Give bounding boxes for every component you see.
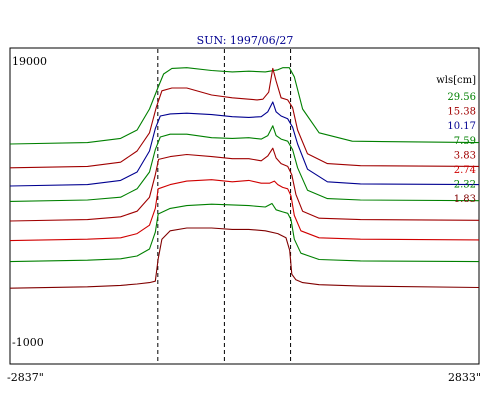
legend-item-10.17: 10.17 xyxy=(447,121,476,132)
series-line-1.83 xyxy=(9,227,480,289)
series-line-29.56 xyxy=(9,67,480,145)
series-line-15.38 xyxy=(9,67,480,169)
series-layer xyxy=(9,67,480,289)
vertical-markers xyxy=(157,49,292,363)
legend-item-2.74: 2.74 xyxy=(454,165,476,176)
x-tick-label-left: -2837" xyxy=(7,371,44,384)
legend: wls[cm] 29.56 15.38 10.17 7.59 3.83 2.74 2.32 1… xyxy=(436,75,476,205)
legend-items: 29.56 15.38 10.17 7.59 3.83 2.74 2.32 1.83 xyxy=(447,92,476,205)
y-tick-label-top: 19000 xyxy=(12,55,47,68)
x-tick-label-right: 2833" xyxy=(448,371,481,384)
legend-item-3.83: 3.83 xyxy=(454,150,476,161)
legend-title: wls[cm] xyxy=(436,75,476,86)
series-line-2.32 xyxy=(9,202,480,263)
legend-item-1.83: 1.83 xyxy=(454,194,476,205)
chart-title: SUN: 1997/06/27 xyxy=(197,34,294,47)
legend-item-2.32: 2.32 xyxy=(454,180,476,191)
y-tick-label-bottom: -1000 xyxy=(12,336,44,349)
legend-item-29.56: 29.56 xyxy=(447,92,476,103)
legend-item-15.38: 15.38 xyxy=(447,107,476,118)
series-line-2.74 xyxy=(9,179,480,242)
plot-frame xyxy=(9,47,480,365)
series-line-10.17 xyxy=(9,101,480,187)
legend-item-7.59: 7.59 xyxy=(454,136,476,147)
series-line-7.59 xyxy=(9,125,480,202)
series-line-3.83 xyxy=(9,147,480,222)
